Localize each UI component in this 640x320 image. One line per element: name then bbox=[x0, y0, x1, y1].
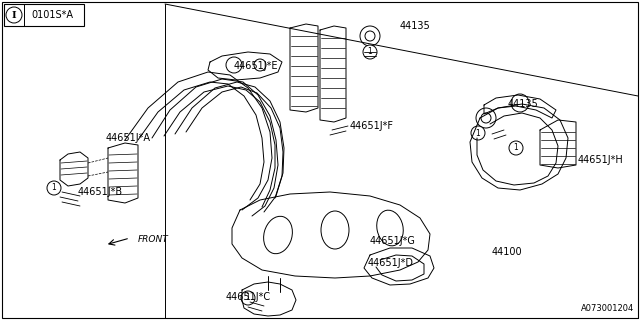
Text: 44135: 44135 bbox=[400, 21, 431, 31]
Text: 1: 1 bbox=[476, 129, 481, 138]
Text: 44651J*D: 44651J*D bbox=[368, 258, 414, 268]
Text: 1: 1 bbox=[52, 183, 56, 193]
Text: A073001204: A073001204 bbox=[580, 304, 634, 313]
Text: 1: 1 bbox=[246, 293, 250, 302]
Text: 44651J*A: 44651J*A bbox=[106, 133, 150, 143]
Circle shape bbox=[363, 45, 377, 59]
Text: 44651J*F: 44651J*F bbox=[350, 121, 394, 131]
Circle shape bbox=[241, 291, 255, 305]
Text: 44651J*C: 44651J*C bbox=[225, 292, 271, 302]
Text: 44651J*G: 44651J*G bbox=[370, 236, 416, 246]
Text: 44100: 44100 bbox=[492, 247, 523, 257]
Text: 1: 1 bbox=[367, 47, 372, 57]
Text: FRONT: FRONT bbox=[138, 236, 169, 244]
Text: I: I bbox=[12, 11, 16, 20]
Text: 44651J*E: 44651J*E bbox=[234, 61, 278, 71]
Circle shape bbox=[47, 181, 61, 195]
Circle shape bbox=[509, 141, 523, 155]
Circle shape bbox=[471, 126, 485, 140]
Text: 0101S*A: 0101S*A bbox=[31, 10, 73, 20]
Text: 44651J*B: 44651J*B bbox=[77, 187, 123, 197]
Text: 44135: 44135 bbox=[508, 99, 539, 109]
Text: 44651J*H: 44651J*H bbox=[578, 155, 624, 165]
Text: 1: 1 bbox=[514, 143, 518, 153]
